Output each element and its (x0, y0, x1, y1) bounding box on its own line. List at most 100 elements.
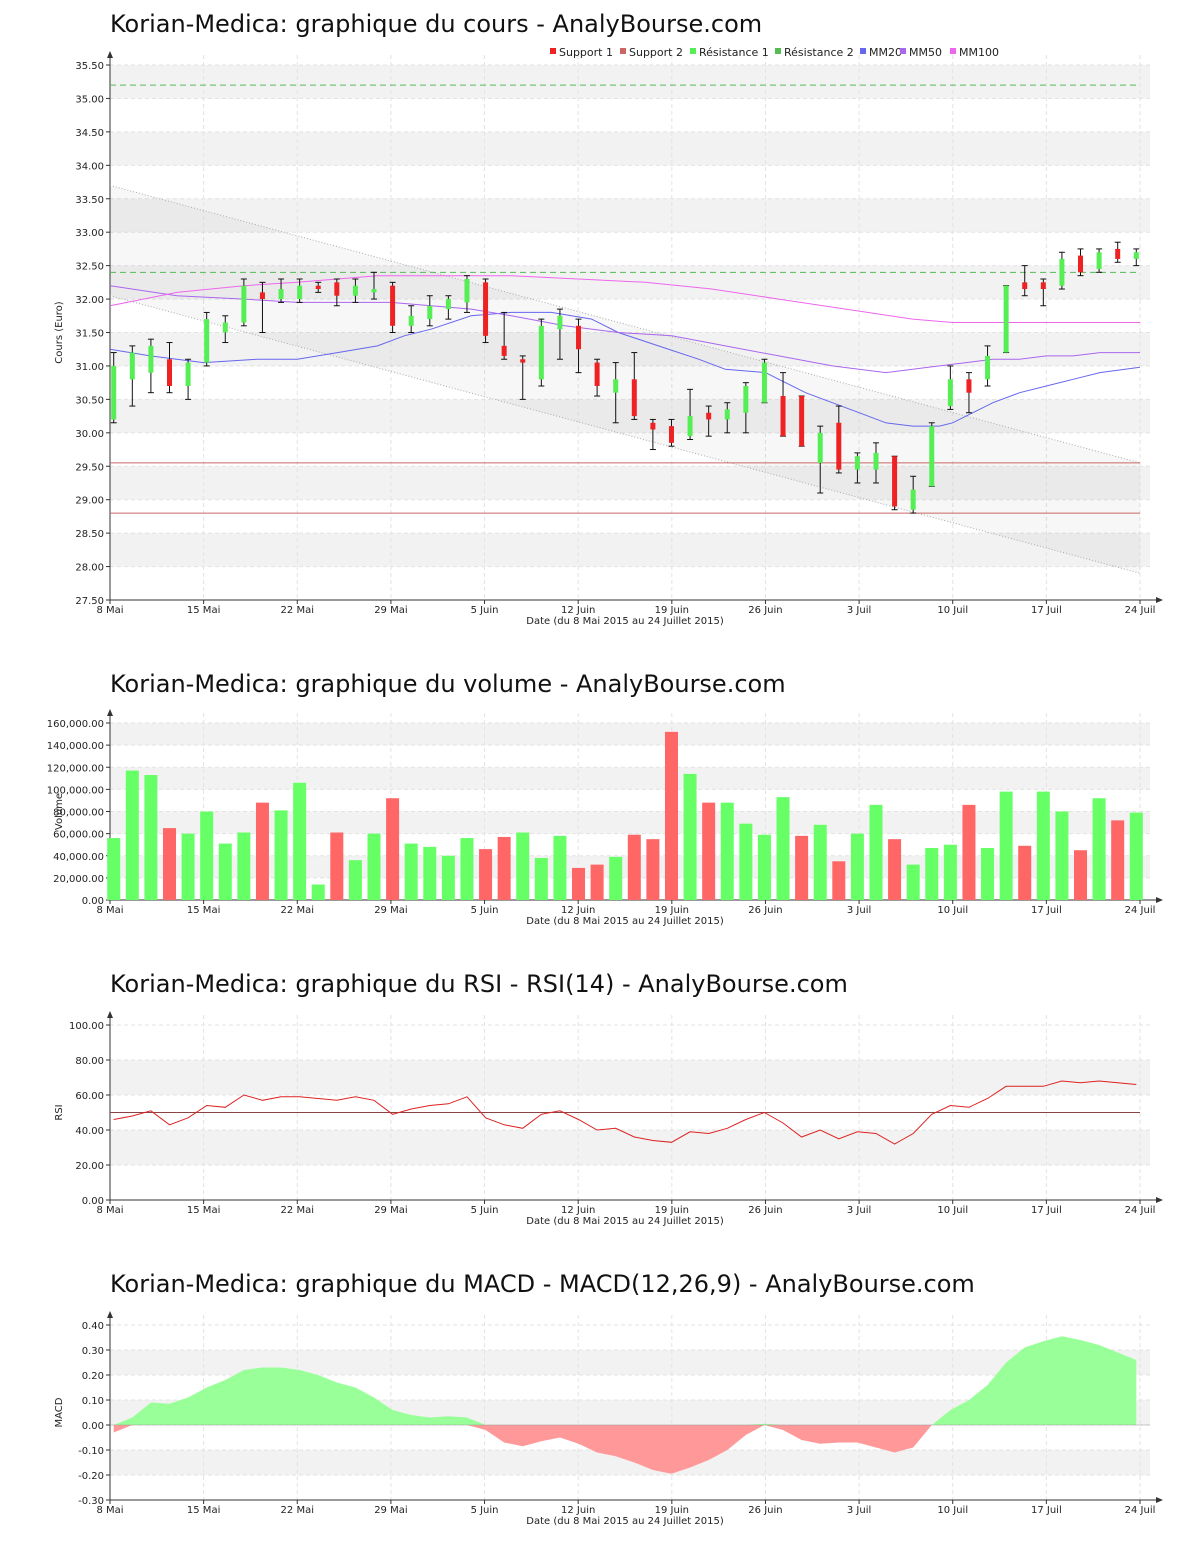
volume-bar (423, 846, 437, 900)
candle-body (352, 285, 358, 296)
legend-swatch (620, 48, 626, 54)
candle-body (520, 359, 526, 363)
volume-bar (255, 802, 269, 900)
volume-bar (311, 884, 325, 900)
candle-body (836, 422, 842, 470)
macd-positive-area (113, 1336, 1137, 1425)
volume-xtick-label: 8 Mai (96, 905, 123, 916)
candle-body (390, 285, 396, 326)
volume-y-axis-arrow (107, 709, 113, 716)
legend-label: MM100 (959, 46, 999, 59)
price-ytick-label: 34.50 (75, 128, 104, 139)
volume-bar (888, 839, 902, 900)
candle-body (650, 422, 656, 430)
legend-label: MM50 (909, 46, 942, 59)
price-ytick-label: 27.50 (75, 596, 104, 607)
volume-bar (516, 832, 530, 900)
candle-body (706, 412, 712, 420)
candle-body (185, 362, 191, 386)
candle-body (1078, 255, 1084, 273)
volume-bar (107, 838, 121, 900)
rsi-xtick-label: 29 Mai (374, 1205, 407, 1216)
price-ytick-label: 35.50 (75, 61, 104, 72)
volume-xtick-label: 26 Juin (748, 905, 782, 916)
volume-bar (367, 833, 381, 900)
volume-bar (441, 855, 455, 900)
candle-body (576, 325, 582, 350)
macd-chart: -0.30 -0.20 -0.10 0.00 0.10 0.20 0.30 0.40 8 Mai… (54, 1311, 1163, 1527)
volume-y-axis-label: Volume (54, 793, 65, 830)
macd-ytick-label: -0.20 (78, 1471, 104, 1482)
volume-bar (850, 833, 864, 900)
rsi-xtick-label: 3 Juil (847, 1205, 871, 1216)
macd-xtick-label: 8 Mai (96, 1505, 123, 1516)
price-chart: 27.50 28.00 28.50 29.00 29.50 30.00 30.50 31.00… (54, 46, 1163, 627)
price-ytick-label: 30.00 (75, 429, 104, 440)
rsi-xtick-label: 26 Juin (748, 1205, 782, 1216)
legend-swatch (860, 48, 866, 54)
volume-bar (813, 824, 827, 900)
candle-body (538, 325, 544, 380)
volume-bar (348, 860, 362, 900)
macd-ytick-label: 0.30 (82, 1346, 104, 1357)
rsi-y-axis-label: RSI (54, 1104, 65, 1120)
volume-ytick-label: 140,000.00 (47, 741, 104, 752)
price-band (110, 131, 1150, 166)
rsi-xtick-label: 5 Juin (471, 1205, 499, 1216)
candle-body (668, 426, 674, 443)
volume-xtick-label: 24 Juil (1125, 905, 1156, 916)
candle-body (427, 305, 433, 320)
volume-bar (534, 857, 548, 900)
volume-bar (572, 867, 586, 900)
volume-bar (479, 849, 493, 900)
candle-body (873, 452, 879, 470)
price-xtick-label: 8 Mai (96, 605, 123, 616)
price-xtick-label: 22 Mai (281, 605, 314, 616)
volume-xtick-label: 10 Juil (937, 905, 968, 916)
macd-xtick-label: 10 Juil (937, 1505, 968, 1516)
volume-bar (739, 823, 753, 900)
candle-body (724, 409, 730, 420)
candle-body (241, 285, 247, 323)
rsi-xtick-label: 10 Juil (937, 1205, 968, 1216)
price-ytick-label: 28.50 (75, 529, 104, 540)
volume-xtick-label: 15 Mai (187, 905, 220, 916)
price-band (110, 399, 1150, 433)
volume-bar (1036, 791, 1050, 900)
volume-bar (702, 802, 716, 900)
price-x-axis-arrow (1156, 597, 1163, 603)
macd-xtick-label: 15 Mai (187, 1505, 220, 1516)
candle-body (501, 345, 507, 356)
price-xtick-label: 12 Juin (561, 605, 595, 616)
candle-body (947, 379, 953, 407)
volume-chart: 0.00 20,000.00 40,000.00 60,000.00 80,000.00… (47, 709, 1163, 927)
macd-ytick-label: 0.20 (82, 1371, 104, 1382)
price-ytick-label: 29.00 (75, 496, 104, 507)
macd-ytick-label: 0.10 (82, 1396, 104, 1407)
volume-bar (1092, 798, 1106, 900)
volume-xtick-label: 5 Juin (471, 905, 499, 916)
volume-x-axis-label: Date (du 8 Mai 2015 au 24 Juillet 2015) (526, 916, 724, 927)
price-ytick-label: 28.00 (75, 563, 104, 574)
macd-ytick-label: 0.00 (82, 1421, 104, 1432)
volume-bar (144, 774, 158, 900)
volume-bar (869, 804, 883, 900)
volume-band (110, 723, 1150, 746)
volume-bar (553, 835, 567, 900)
rsi-ytick-label: 40.00 (75, 1126, 104, 1137)
price-xtick-label: 10 Juil (937, 605, 968, 616)
candle-body (985, 355, 991, 380)
volume-xtick-label: 29 Mai (374, 905, 407, 916)
legend-label: MM20 (869, 46, 902, 59)
volume-ytick-label: 40,000.00 (53, 852, 104, 863)
candle-body (1003, 285, 1009, 353)
volume-bar (1111, 820, 1125, 900)
volume-bar (497, 836, 511, 900)
rsi-xtick-label: 22 Mai (281, 1205, 314, 1216)
rsi-line (113, 1080, 1137, 1145)
price-xtick-label: 5 Juin (471, 605, 499, 616)
series-mm100-line (109, 275, 1140, 323)
candle-body (854, 456, 860, 470)
rsi-chart: 0.00 20.00 40.00 60.00 80.00 100.00 8 Mai 15 Ma… (54, 1011, 1163, 1227)
